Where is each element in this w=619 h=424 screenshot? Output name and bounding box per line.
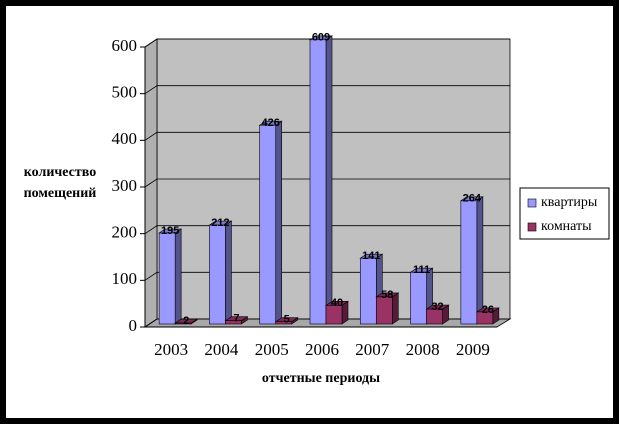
x-tick-label: 2004: [204, 340, 239, 359]
bar-side: [225, 220, 232, 325]
bar-front: [259, 124, 277, 325]
y-axis-title-box: количество помещений: [23, 165, 97, 201]
y-tick-label: 200: [112, 223, 138, 242]
bar: [258, 120, 283, 325]
x-tick-label: 2007: [355, 340, 390, 359]
bar-front: [158, 232, 176, 325]
x-tick-label: 2005: [255, 340, 289, 359]
y-tick-label: 0: [129, 316, 138, 335]
value-label: 26: [482, 304, 494, 316]
value-label: 5: [284, 314, 290, 326]
value-label: 141: [362, 250, 380, 262]
bar: [174, 318, 199, 325]
bar: [224, 316, 249, 325]
x-tick-label: 2003: [154, 340, 188, 359]
value-label: 111: [413, 264, 430, 276]
y-tick-label: 500: [112, 83, 138, 102]
x-axis-title: отчетные периоды: [262, 371, 380, 386]
grid-line: [144, 38, 510, 48]
value-label: 426: [262, 117, 280, 129]
y-tick-label: 600: [112, 36, 138, 55]
bar-front: [460, 200, 478, 325]
y-tick-label: 100: [112, 269, 138, 288]
bar-side: [275, 120, 283, 325]
legend-swatch: [527, 198, 537, 208]
bar: [325, 300, 349, 325]
bar: [459, 196, 484, 325]
value-label: 212: [211, 217, 229, 229]
grid-line: [144, 131, 510, 141]
bar-front: [375, 296, 393, 325]
bar-front: [426, 308, 443, 325]
bar-front: [410, 271, 427, 325]
value-label: 609: [312, 32, 330, 44]
grid-line: [144, 225, 510, 234]
value-label: 2: [183, 315, 189, 327]
bar-side: [174, 228, 182, 325]
x-tick-label: 2009: [456, 340, 490, 359]
bar: [158, 228, 183, 325]
legend-label: комнаты: [541, 219, 592, 234]
value-label: 58: [381, 289, 393, 301]
bar-front: [325, 305, 343, 325]
legend-label: квартиры: [541, 195, 598, 210]
bar: [208, 220, 233, 325]
grid-line: [144, 178, 510, 188]
bar: [375, 292, 400, 325]
bar-front: [225, 320, 242, 325]
legend-swatch: [527, 222, 537, 232]
value-label: 7: [233, 313, 239, 325]
grid-line: [144, 271, 510, 281]
bar-front: [359, 257, 377, 325]
bar: [425, 304, 450, 325]
bar-side: [325, 35, 333, 325]
y-axis-title: количество помещений: [23, 165, 97, 201]
y-tick-label: 300: [112, 176, 138, 195]
bar-front: [476, 311, 494, 325]
grid-line: [144, 85, 510, 94]
y-tick-label: 400: [112, 129, 138, 148]
value-label: 264: [463, 193, 482, 205]
value-label: 40: [331, 297, 343, 309]
x-tick-label: 2006: [305, 340, 339, 359]
bar: [309, 35, 333, 325]
bar-front: [309, 39, 327, 325]
x-tick-label: 2008: [406, 340, 440, 359]
bar-front: [209, 224, 226, 325]
value-label: 195: [161, 225, 179, 237]
bar: [475, 307, 500, 325]
bar-front: [174, 322, 192, 325]
value-label: 32: [431, 301, 443, 313]
bar-front: [275, 321, 293, 325]
bar: [274, 317, 299, 325]
